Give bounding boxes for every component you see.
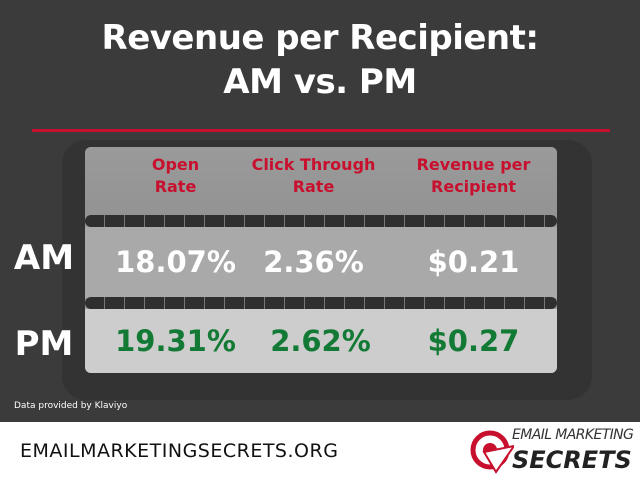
- header-click-through-line-1: Click Through: [251, 155, 376, 174]
- title-divider: [32, 129, 610, 132]
- header-revenue-line-1: Revenue per: [416, 155, 531, 174]
- title: Revenue per Recipient: AM vs. PM: [0, 16, 640, 104]
- header-revenue-line-2: Recipient: [431, 177, 516, 196]
- header-open-rate-line-1: Open: [151, 155, 200, 174]
- divider-dashed: [85, 297, 557, 309]
- table-header: Open Rate Click Through Rate Revenue per Re…: [85, 147, 557, 217]
- pm-revenue-per-recipient: $0.27: [427, 324, 520, 358]
- table-row-pm: 19.31% 2.62% $0.27: [85, 309, 557, 373]
- am-open-rate: 18.07%: [115, 245, 236, 279]
- row-label-pm: PM: [14, 324, 74, 364]
- title-line-2: AM vs. PM: [223, 62, 417, 102]
- header-open-rate: Open Rate: [97, 154, 254, 198]
- divider-dashed: [85, 215, 557, 227]
- am-revenue-per-recipient: $0.21: [427, 245, 520, 279]
- title-line-1: Revenue per Recipient:: [101, 18, 539, 58]
- logo-text-line-2: SECRETS: [512, 446, 632, 474]
- header-open-rate-line-2: Rate: [154, 177, 197, 196]
- website-url[interactable]: EMAILMARKETINGSECRETS.ORG: [20, 440, 339, 462]
- table-row-am: 18.07% 2.36% $0.21: [85, 227, 557, 298]
- footer: EMAILMARKETINGSECRETS.ORG EMAIL MARKETIN…: [0, 422, 640, 480]
- data-source-note: Data provided by Klaviyo: [14, 401, 128, 411]
- brand-logo: EMAIL MARKETING SECRETS: [470, 426, 640, 478]
- target-paper-plane-icon: [470, 430, 514, 474]
- am-click-through-rate: 2.36%: [263, 245, 364, 279]
- header-click-through-rate: Click Through Rate: [235, 154, 392, 198]
- pm-click-through-rate: 2.62%: [270, 324, 371, 358]
- header-click-through-line-2: Rate: [292, 177, 335, 196]
- logo-text-line-1: EMAIL MARKETING: [512, 427, 634, 443]
- header-revenue-per-recipient: Revenue per Recipient: [395, 154, 552, 198]
- pm-open-rate: 19.31%: [115, 324, 236, 358]
- row-label-am: AM: [13, 238, 75, 278]
- comparison-table: Open Rate Click Through Rate Revenue per Re…: [85, 147, 557, 373]
